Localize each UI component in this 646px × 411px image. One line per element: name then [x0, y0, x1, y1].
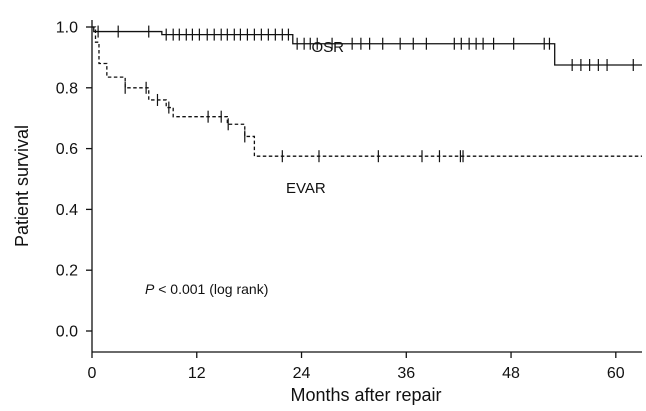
- x-axis-ticks: 0 12 24 36 48 60: [88, 352, 625, 382]
- y-tick-label: 0.2: [56, 263, 78, 280]
- osr-survival-line: [92, 26, 642, 66]
- p-value-text: < 0.001 (log rank): [154, 281, 268, 297]
- y-tick-label: 0.4: [56, 202, 78, 219]
- x-tick-label: 48: [502, 365, 520, 382]
- x-tick-label: 12: [188, 365, 206, 382]
- y-axis-label: Patient survival: [12, 125, 32, 247]
- x-tick-label: 36: [397, 365, 415, 382]
- y-tick-label: 0.0: [56, 324, 78, 341]
- p-value-annotation: P < 0.001 (log rank): [145, 281, 268, 297]
- x-axis-label: Months after repair: [290, 385, 441, 405]
- evar-series-label: EVAR: [286, 180, 326, 197]
- x-tick-label: 24: [293, 365, 311, 382]
- y-tick-label: 0.6: [56, 141, 78, 158]
- evar-survival-line: [92, 26, 642, 157]
- osr-series-label: OSR: [311, 39, 344, 56]
- y-axis-ticks: 0.0 0.2 0.4 0.6 0.8 1.0: [56, 20, 92, 341]
- x-tick-label: 60: [607, 365, 625, 382]
- censor-marks: [97, 25, 634, 163]
- survival-curves: [92, 26, 642, 157]
- y-tick-label: 0.8: [56, 80, 78, 97]
- y-tick-label: 1.0: [56, 20, 78, 37]
- p-symbol: P: [145, 281, 155, 297]
- x-tick-label: 0: [88, 365, 97, 382]
- plot-area: [92, 25, 642, 163]
